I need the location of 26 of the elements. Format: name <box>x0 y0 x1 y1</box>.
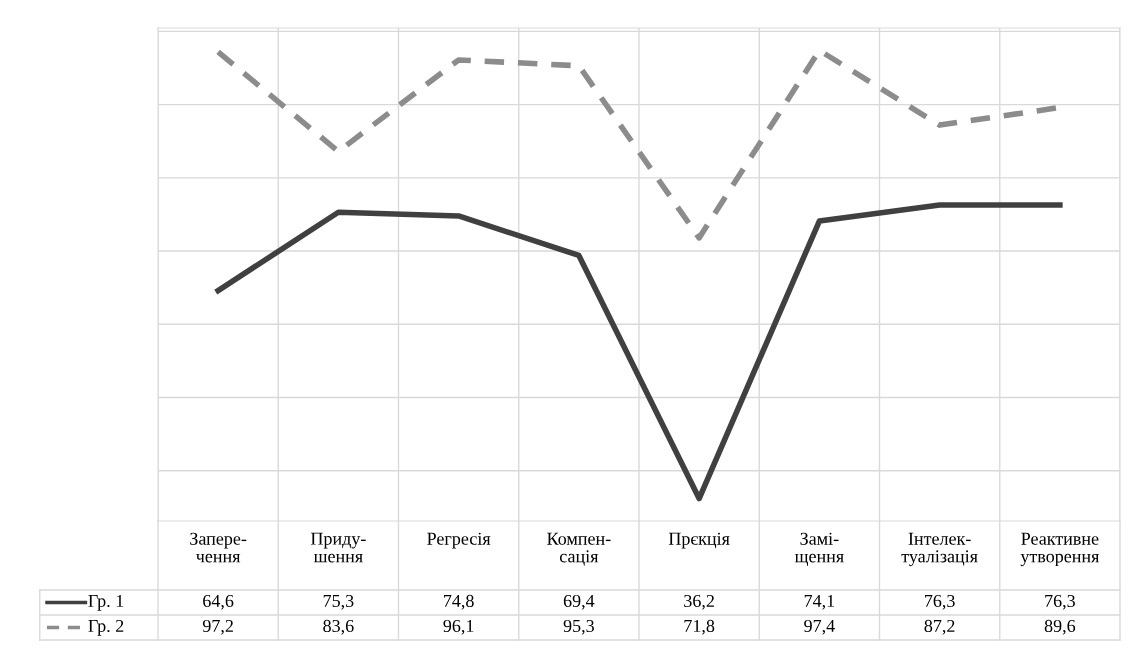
data-label: 75,3 <box>323 594 354 610</box>
x-tick-label: Приду- шення <box>310 532 366 563</box>
data-label: 97,4 <box>804 619 835 635</box>
data-label: 71,8 <box>684 619 715 635</box>
data-label: 64,6 <box>203 594 234 610</box>
data-label: 87,2 <box>924 619 955 635</box>
data-label: 76,3 <box>925 594 955 610</box>
x-tick-label: Замі- щення <box>794 532 844 567</box>
data-label: 76,3 <box>1045 594 1075 610</box>
data-label: 83,6 <box>323 619 354 635</box>
data-label: 97,2 <box>202 619 233 635</box>
data-label: 69,4 <box>563 594 595 610</box>
x-tick-label: Прєкція <box>668 532 730 549</box>
data-label: 95,3 <box>563 619 594 635</box>
data-label: 74,1 <box>804 594 835 610</box>
x-tick-label: Запере- чення <box>190 532 247 563</box>
x-tick-label: Інтелек- туалізація <box>901 532 978 567</box>
data-label: 36,2 <box>684 594 714 610</box>
x-tick-label: Реактивне утворення <box>1020 532 1100 567</box>
data-label: 89,6 <box>1044 619 1076 635</box>
legend-label: Гр. 2 <box>88 619 124 636</box>
data-label: 96,1 <box>443 619 474 635</box>
x-tick-label: Регресія <box>427 532 491 549</box>
legend-label: Гр. 1 <box>88 594 124 611</box>
data-label: 74,8 <box>444 594 474 610</box>
x-tick-label: Компен- сація <box>547 532 611 566</box>
